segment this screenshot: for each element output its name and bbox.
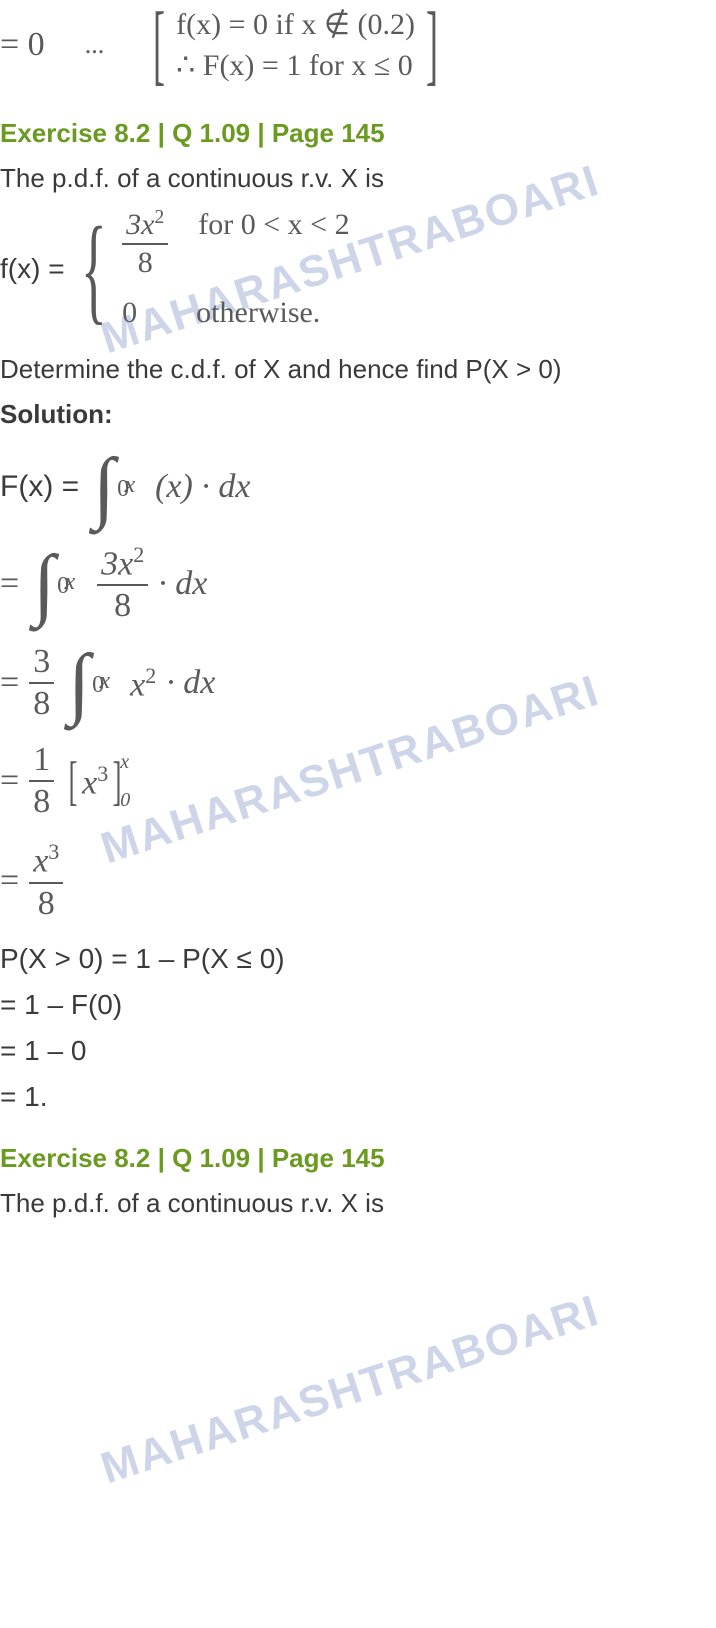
- left-brace-icon: {: [80, 219, 106, 319]
- piecewise-row-2: 0 otherwise.: [122, 296, 349, 330]
- top-ellipsis: ...: [85, 30, 105, 60]
- piece1-cond: for 0 < x < 2: [198, 208, 349, 278]
- solution-line-7: = 1 – F(0): [0, 989, 716, 1021]
- page-content: = 0 ... [ f(x) = 0 if x ∉ (0.2) ∴ F(x) =…: [0, 0, 716, 1219]
- piece2-expr: 0: [122, 296, 166, 330]
- solution-line-5: = x3 8: [0, 841, 716, 920]
- pdf-definition: f(x) = { 3x2 8 for 0 < x < 2 0 otherwise…: [0, 208, 716, 330]
- sol2-tail: · dx: [158, 565, 207, 603]
- sol3-tail: · dx: [166, 664, 215, 702]
- top-bracket-box: [ f(x) = 0 if x ∉ (0.2) ∴ F(x) = 1 for x…: [144, 0, 447, 90]
- sol3-frac-num: 3: [29, 645, 54, 684]
- solution-line-4: = 1 8 [ x3 ] x 0: [0, 743, 716, 819]
- sol3-lower: 0: [92, 650, 104, 720]
- solution-line-8: = 1 – 0: [0, 1035, 716, 1067]
- sol2-eq: =: [0, 565, 19, 603]
- left-eval-bracket-icon: [: [69, 750, 78, 812]
- right-square-bracket-icon: ]: [426, 0, 438, 90]
- sol4-inside-sup: 3: [97, 761, 108, 786]
- integral-icon-3: ∫ x 0: [68, 648, 90, 718]
- sol4-eq: =: [0, 762, 19, 800]
- bracket-line-2: ∴ F(x) = 1 for x ≤ 0: [176, 48, 415, 83]
- sol4-frac-den: 8: [29, 782, 54, 819]
- solution-line-3: = 3 8 ∫ x 0 x2 · dx: [0, 645, 716, 721]
- left-square-bracket-icon: [: [153, 0, 165, 90]
- sol4-inside: x: [82, 764, 97, 801]
- piecewise-row-1: 3x2 8 for 0 < x < 2: [122, 208, 349, 278]
- solution-label: Solution:: [0, 399, 716, 430]
- exercise-heading-2: Exercise 8.2 | Q 1.09 | Page 145: [0, 1143, 716, 1174]
- sol5-num-sup: 3: [48, 839, 59, 864]
- solution-line-9: = 1.: [0, 1081, 716, 1113]
- sol4-lim-lower: 0: [120, 790, 130, 810]
- sol4-lim-upper: x: [120, 752, 130, 772]
- fx-label: f(x) =: [0, 253, 65, 285]
- integral-icon-2: ∫ x 0: [33, 549, 55, 619]
- solution-line-2: = ∫ x 0 3x2 8 · dx: [0, 544, 716, 623]
- piece2-cond: otherwise.: [196, 296, 320, 330]
- sol5-eq: =: [0, 862, 19, 900]
- sol1-lhs: F(x) =: [0, 470, 79, 504]
- top-equation-row: = 0 ... [ f(x) = 0 if x ∉ (0.2) ∴ F(x) =…: [0, 0, 716, 90]
- problem-intro: The p.d.f. of a continuous r.v. X is: [0, 163, 716, 194]
- top-lhs: = 0: [0, 26, 45, 64]
- sol3-integrand-sup: 2: [145, 663, 156, 688]
- watermark-3: MAHARASHTRABOARI: [95, 1286, 606, 1495]
- sol2-lower: 0: [57, 551, 69, 621]
- footer-intro: The p.d.f. of a continuous r.v. X is: [0, 1188, 716, 1219]
- sol5-den: 8: [34, 884, 59, 921]
- right-eval-bracket-icon: ]: [113, 750, 122, 812]
- exercise-heading-1: Exercise 8.2 | Q 1.09 | Page 145: [0, 118, 716, 149]
- sol2-num-base: 3x: [101, 545, 133, 582]
- sol3-eq: =: [0, 664, 19, 702]
- solution-line-1: F(x) = ∫ x 0 (x) · dx: [0, 452, 716, 522]
- piece1-num-base: 3x: [126, 208, 154, 241]
- sol5-num-base: x: [33, 843, 48, 880]
- sol3-frac-den: 8: [29, 684, 54, 721]
- sol2-den: 8: [110, 586, 135, 623]
- sol4-frac-num: 1: [29, 743, 54, 782]
- solution-line-6: P(X > 0) = 1 – P(X ≤ 0): [0, 943, 716, 975]
- sol2-num-sup: 2: [133, 542, 144, 567]
- integral-icon-1: ∫ x 0: [93, 452, 115, 522]
- sol1-integrand: (x) · dx: [155, 468, 250, 506]
- sol1-lower: 0: [117, 454, 129, 524]
- piece1-num-sup: 2: [155, 207, 165, 228]
- piece1-den: 8: [134, 245, 157, 278]
- problem-question: Determine the c.d.f. of X and hence find…: [0, 354, 716, 385]
- bracket-line-1: f(x) = 0 if x ∉ (0.2): [176, 7, 415, 42]
- sol3-integrand: x: [130, 666, 145, 703]
